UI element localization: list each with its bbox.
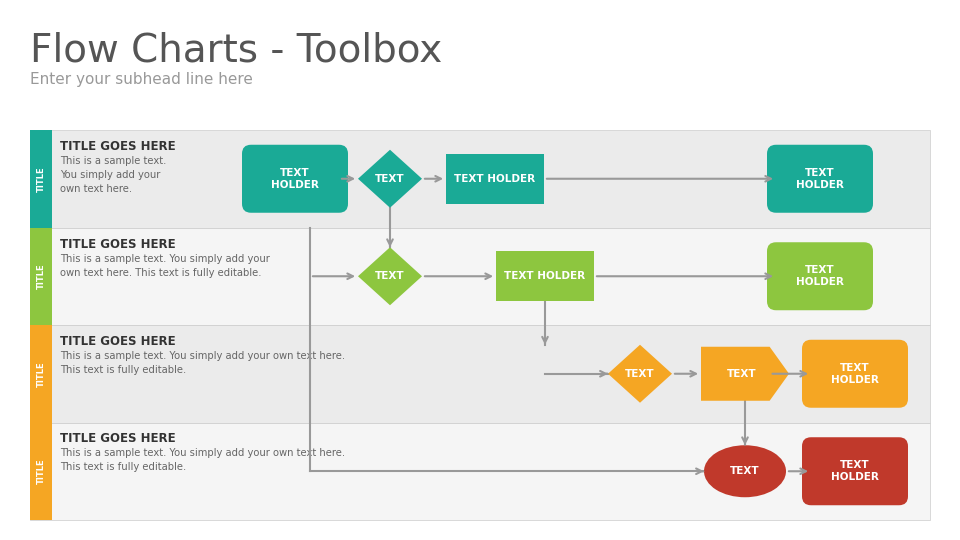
Text: TITLE: TITLE [36,458,45,484]
Bar [30,227,930,325]
Text: This is a sample text. You simply add your own text here.
This text is fully edi: This is a sample text. You simply add yo… [60,351,346,375]
Text: TEXT
HOLDER: TEXT HOLDER [796,265,844,287]
Text: This is a sample text. You simply add your own text here.
This text is fully edi: This is a sample text. You simply add yo… [60,449,346,472]
Bar [30,325,930,422]
FancyBboxPatch shape [802,437,908,505]
Text: TEXT: TEXT [375,271,405,281]
Text: TEXT
HOLDER: TEXT HOLDER [831,460,879,482]
Text: TITLE: TITLE [36,166,45,192]
FancyBboxPatch shape [767,145,873,213]
Bar [30,325,52,422]
Text: Flow Charts - Toolbox: Flow Charts - Toolbox [30,32,443,70]
Ellipse shape [704,446,786,497]
Polygon shape [358,150,422,208]
Text: TEXT
HOLDER: TEXT HOLDER [831,363,879,384]
Bar [496,251,594,301]
Text: TITLE: TITLE [36,264,45,289]
Text: This is a sample text. You simply add your
own text here. This text is fully edi: This is a sample text. You simply add yo… [60,253,270,278]
Text: TITLE GOES HERE: TITLE GOES HERE [60,238,176,251]
Bar [30,130,52,227]
Bar [30,422,930,520]
Text: TEXT: TEXT [731,466,759,476]
Text: TEXT
HOLDER: TEXT HOLDER [796,168,844,190]
Bar [446,154,544,204]
Bar [30,130,930,227]
Bar [30,422,52,520]
Polygon shape [701,347,789,401]
Polygon shape [608,345,672,403]
FancyBboxPatch shape [242,145,348,213]
Text: TITLE: TITLE [36,361,45,387]
Text: TITLE GOES HERE: TITLE GOES HERE [60,433,176,446]
Text: TEXT HOLDER: TEXT HOLDER [454,174,536,184]
Text: TITLE GOES HERE: TITLE GOES HERE [60,140,176,153]
Text: TEXT
HOLDER: TEXT HOLDER [271,168,319,190]
Text: TEXT: TEXT [728,369,756,379]
Bar [30,227,52,325]
Text: TITLE GOES HERE: TITLE GOES HERE [60,335,176,348]
Text: Enter your subhead line here: Enter your subhead line here [30,72,252,87]
Text: TEXT HOLDER: TEXT HOLDER [504,271,586,281]
Text: TEXT: TEXT [625,369,655,379]
Text: TEXT: TEXT [375,174,405,184]
FancyBboxPatch shape [802,340,908,408]
FancyBboxPatch shape [767,242,873,310]
Polygon shape [358,247,422,305]
Text: This is a sample text.
You simply add your
own text here.: This is a sample text. You simply add yo… [60,156,166,194]
